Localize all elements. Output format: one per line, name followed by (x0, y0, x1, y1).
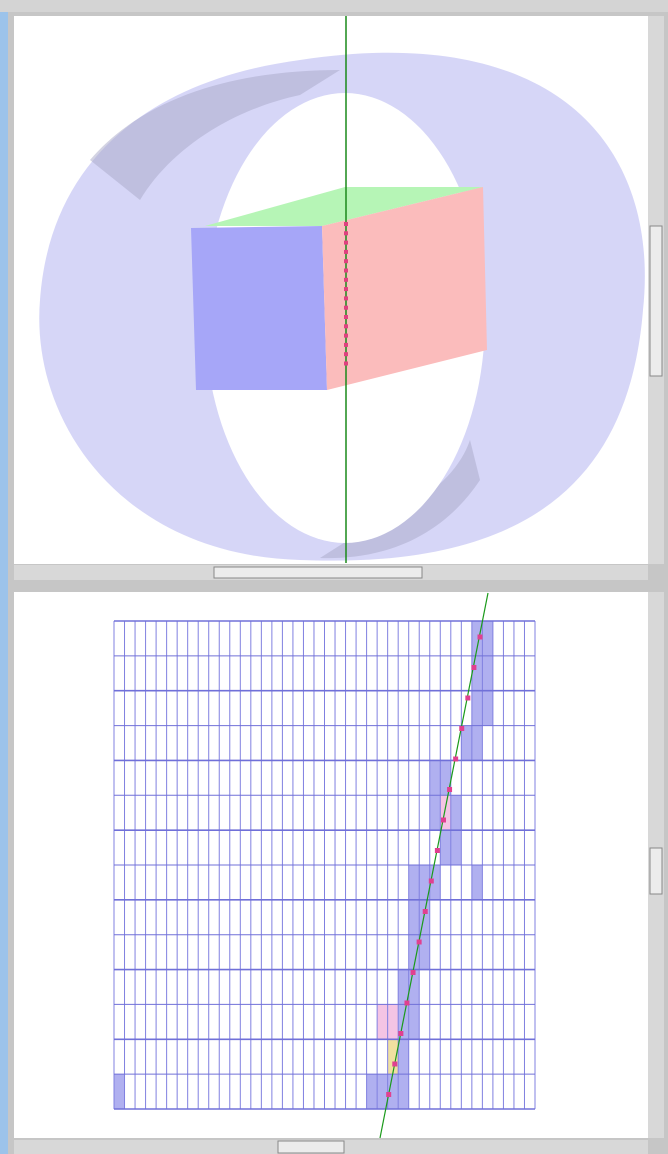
cell (430, 760, 441, 795)
cell (377, 1074, 388, 1109)
h-scroll-thumb[interactable] (214, 567, 422, 578)
cell (409, 900, 420, 935)
cell (409, 1004, 420, 1039)
hit (344, 259, 348, 263)
cell (398, 1039, 409, 1074)
box-front (191, 226, 327, 390)
hit (344, 222, 348, 226)
cell (114, 1074, 125, 1109)
cell (398, 1074, 409, 1109)
hit (423, 909, 428, 914)
hit (465, 696, 470, 701)
top-bar (0, 0, 668, 12)
hit (344, 269, 348, 273)
hit (344, 241, 348, 245)
hit (435, 848, 440, 853)
hit (404, 1001, 409, 1006)
grid (114, 621, 535, 1109)
hit (344, 278, 348, 282)
hit (344, 315, 348, 319)
cell (409, 865, 420, 900)
hit (417, 940, 422, 945)
cell (451, 830, 462, 865)
hit (344, 306, 348, 310)
hit (344, 334, 348, 338)
cell (472, 726, 483, 761)
cell (430, 795, 441, 830)
cell (472, 691, 483, 726)
hit (447, 787, 452, 792)
hit (471, 665, 476, 670)
hit (441, 818, 446, 823)
hit (344, 296, 348, 300)
hit (344, 287, 348, 291)
v-scroll-thumb[interactable] (650, 226, 662, 376)
hit (344, 362, 348, 366)
cell (482, 621, 493, 656)
hit (386, 1092, 391, 1097)
app: (() => { const svg = document.getElement… (0, 0, 668, 1154)
viewer-window (0, 0, 668, 1154)
hit (478, 635, 483, 640)
hit (344, 343, 348, 347)
cell (472, 865, 483, 900)
cell (451, 795, 462, 830)
hit (344, 352, 348, 356)
hit (344, 231, 348, 235)
h-scroll-thumb[interactable] (278, 1141, 344, 1153)
cell (472, 656, 483, 691)
hit (453, 757, 458, 762)
v-scroll-thumb[interactable] (650, 848, 662, 894)
hit (392, 1062, 397, 1067)
cell (440, 830, 451, 865)
hit (344, 250, 348, 254)
cell (367, 1074, 378, 1109)
cell (482, 691, 493, 726)
cell (482, 656, 493, 691)
hit (429, 879, 434, 884)
hit (344, 324, 348, 328)
left-strip (0, 0, 8, 1154)
hit (398, 1031, 403, 1036)
hit (459, 726, 464, 731)
hit (411, 970, 416, 975)
